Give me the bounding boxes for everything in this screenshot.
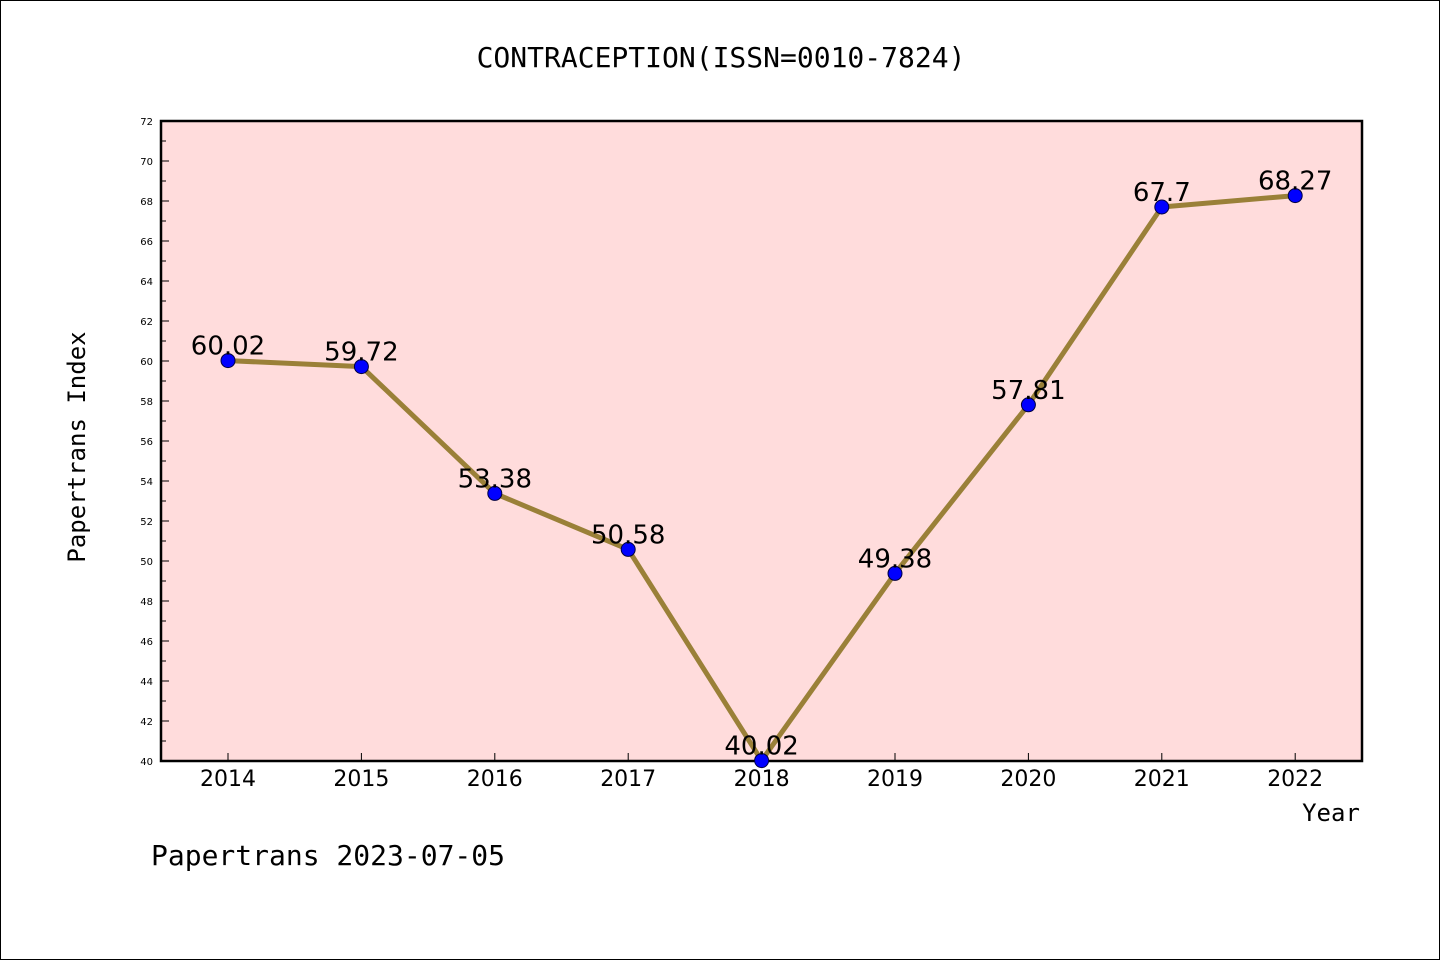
plot-area	[159, 119, 1364, 763]
data-point	[220, 353, 236, 369]
data-label: 50.58	[591, 520, 665, 550]
data-label: 49.38	[858, 544, 932, 574]
data-point	[1287, 188, 1303, 204]
y-tick-label: 58	[140, 397, 153, 408]
x-tick-label: 2020	[1000, 767, 1056, 792]
data-label: 60.02	[191, 332, 265, 362]
y-tick-label: 40	[140, 757, 153, 768]
x-tick-label: 2019	[867, 767, 923, 792]
data-points	[220, 188, 1303, 769]
y-tick-label: 68	[140, 197, 153, 208]
y-tick-label: 56	[140, 437, 153, 448]
chart-title: CONTRACEPTION(ISSN=0010-7824)	[477, 41, 966, 74]
data-point	[887, 565, 903, 581]
x-tick-label: 2018	[734, 767, 790, 792]
x-tick-label: 2017	[600, 767, 656, 792]
data-label: 57.81	[991, 376, 1065, 406]
x-tick-label: 2014	[200, 767, 256, 792]
data-label: 68.27	[1258, 167, 1332, 197]
data-label: 67.7	[1133, 178, 1191, 208]
x-tick-label: 2016	[467, 767, 523, 792]
data-labels: 60.02 59.72 53.38 50.58 40.02 49.38 57.81 67.7 6…	[191, 167, 1333, 762]
y-tick-label: 60	[140, 357, 153, 368]
data-point	[754, 753, 770, 769]
data-point	[1154, 199, 1170, 215]
x-tick-label: 2021	[1134, 767, 1190, 792]
y-tick-label: 54	[140, 477, 153, 488]
y-axis-ticks: 40 42 44 46 48 50 52 54 56 58 60 62 64 66 68 70 72	[140, 117, 169, 768]
y-tick-label: 52	[140, 517, 153, 528]
data-label: 40.02	[724, 732, 798, 762]
y-tick-label: 48	[140, 597, 153, 608]
y-tick-label: 44	[140, 677, 153, 688]
y-tick-label: 50	[140, 557, 153, 568]
data-point	[487, 485, 503, 501]
y-tick-label: 46	[140, 637, 153, 648]
y-tick-label: 62	[140, 317, 153, 328]
data-point	[620, 541, 636, 557]
data-point	[353, 359, 369, 375]
x-axis-label: Year	[1302, 799, 1360, 827]
y-tick-label: 70	[140, 157, 153, 168]
data-label: 53.38	[458, 464, 532, 494]
x-axis-ticks: 2014 2015 2016 2017 2018 2019 2020 2021 2022	[200, 753, 1323, 792]
y-tick-label: 72	[140, 117, 153, 128]
footer-text: Papertrans 2023-07-05	[151, 839, 505, 872]
data-point	[1020, 397, 1036, 413]
x-tick-label: 2015	[333, 767, 389, 792]
y-tick-label: 66	[140, 237, 153, 248]
x-tick-label: 2022	[1267, 767, 1323, 792]
y-tick-label: 42	[140, 717, 153, 728]
y-tick-label: 64	[140, 277, 153, 288]
data-label: 59.72	[324, 338, 398, 368]
y-axis-label: Papertrans Index	[63, 331, 91, 562]
